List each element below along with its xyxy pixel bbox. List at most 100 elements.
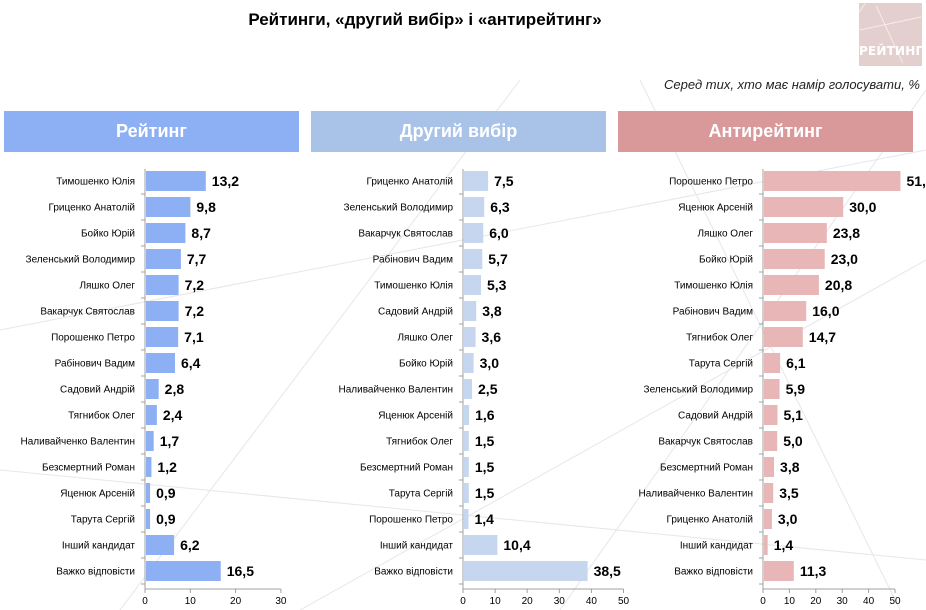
bar [146, 197, 191, 217]
bar [146, 535, 175, 555]
value-label: 7,1 [184, 329, 204, 345]
bar [146, 249, 181, 269]
category-label: Безсмертний Роман [42, 463, 135, 474]
category-label: Садовий Андрій [60, 385, 135, 396]
value-label: 3,6 [482, 329, 502, 345]
x-tick-label: 20 [810, 596, 822, 607]
bar [764, 509, 772, 529]
page-subtitle: Серед тих, хто має намір голосувати, % [664, 77, 920, 92]
category-label: Наливайченко Валентин [638, 489, 753, 500]
brand-logo: РЕЙТИНГ [859, 3, 922, 66]
category-label: Інший кандидат [680, 541, 754, 552]
x-tick-label: 50 [889, 596, 901, 607]
value-label: 1,5 [475, 459, 495, 475]
category-label: Гриценко Анатолій [666, 515, 753, 526]
value-label: 7,7 [187, 251, 207, 267]
category-label: Тарута Сергій [689, 359, 753, 370]
bar [146, 483, 151, 503]
bar [464, 509, 469, 529]
value-label: 1,5 [475, 485, 495, 501]
value-label: 7,5 [494, 173, 514, 189]
value-label: 6,1 [786, 355, 806, 371]
x-tick-label: 0 [760, 596, 766, 607]
bar [764, 327, 803, 347]
panel-header-rating: Рейтинг [4, 111, 299, 152]
value-label: 0,9 [156, 485, 176, 501]
value-label: 1,7 [160, 433, 180, 449]
bar [146, 405, 157, 425]
category-label: Садовий Андрій [678, 411, 753, 422]
category-label: Садовий Андрій [378, 307, 453, 318]
category-label: Тарута Сергій [71, 515, 135, 526]
bar [764, 223, 827, 243]
category-label: Тарута Сергій [389, 489, 453, 500]
category-label: Вакарчук Святослав [40, 307, 135, 318]
category-label: Рабінович Вадим [673, 306, 753, 318]
bar [464, 223, 484, 243]
category-label: Тимошенко Юлія [674, 281, 753, 292]
value-label: 3,8 [780, 459, 800, 475]
bar [764, 431, 778, 451]
category-label: Тягнибок Олег [68, 410, 135, 422]
value-label: 0,9 [156, 511, 176, 527]
bar [464, 171, 489, 191]
category-label: Ляшко Олег [79, 281, 135, 292]
bar [764, 561, 794, 581]
value-label: 11,3 [800, 563, 827, 579]
bar [764, 301, 807, 321]
category-label: Яценюк Арсеній [378, 411, 453, 422]
bar [764, 483, 774, 503]
bar [764, 249, 825, 269]
value-label: 2,8 [165, 381, 185, 397]
x-tick-label: 10 [185, 596, 197, 607]
value-label: 38,5 [594, 563, 621, 579]
category-label: Ляшко Олег [697, 229, 753, 240]
category-label: Вакарчук Святослав [658, 437, 753, 448]
value-label: 1,2 [157, 459, 177, 475]
value-label: 3,0 [778, 511, 798, 527]
bar [146, 379, 159, 399]
category-label: Безсмертний Роман [660, 463, 753, 474]
value-label: 7,2 [185, 303, 205, 319]
value-label: 23,8 [833, 225, 860, 241]
category-label: Тимошенко Юлія [374, 281, 453, 292]
value-label: 13,2 [212, 173, 239, 189]
bar [146, 509, 151, 529]
bar [464, 483, 469, 503]
x-tick-label: 20 [230, 596, 242, 607]
category-label: Яценюк Арсеній [60, 489, 135, 500]
category-label: Тягнибок Олег [686, 332, 753, 344]
bar [464, 405, 470, 425]
value-label: 6,4 [181, 355, 201, 371]
value-label: 2,5 [478, 381, 498, 397]
x-tick-label: 50 [618, 596, 630, 607]
bar [464, 197, 485, 217]
value-label: 6,3 [490, 199, 510, 215]
category-label: Наливайченко Валентин [338, 385, 453, 396]
bar [146, 223, 186, 243]
x-tick-label: 40 [863, 596, 875, 607]
bar [146, 431, 154, 451]
x-tick-label: 10 [490, 596, 502, 607]
bar [146, 353, 175, 373]
category-label: Важко відповісти [374, 567, 453, 578]
value-label: 7,2 [185, 277, 205, 293]
category-label: Яценюк Арсеній [678, 203, 753, 214]
bar [764, 275, 819, 295]
category-label: Рабінович Вадим [373, 254, 453, 266]
bar [764, 405, 778, 425]
x-tick-label: 0 [460, 596, 466, 607]
bar [464, 379, 473, 399]
x-tick-label: 30 [275, 596, 287, 607]
category-label: Інший кандидат [380, 541, 454, 552]
value-label: 51,7 [906, 173, 926, 189]
page-title: Рейтинги, «другий вибір» і «антирейтинг» [248, 10, 602, 29]
value-label: 3,5 [779, 485, 799, 501]
bar [764, 353, 781, 373]
value-label: 30,0 [849, 199, 876, 215]
category-label: Ляшко Олег [397, 333, 453, 344]
category-label: Інший кандидат [62, 541, 136, 552]
bar [464, 327, 476, 347]
value-label: 5,1 [783, 407, 803, 423]
